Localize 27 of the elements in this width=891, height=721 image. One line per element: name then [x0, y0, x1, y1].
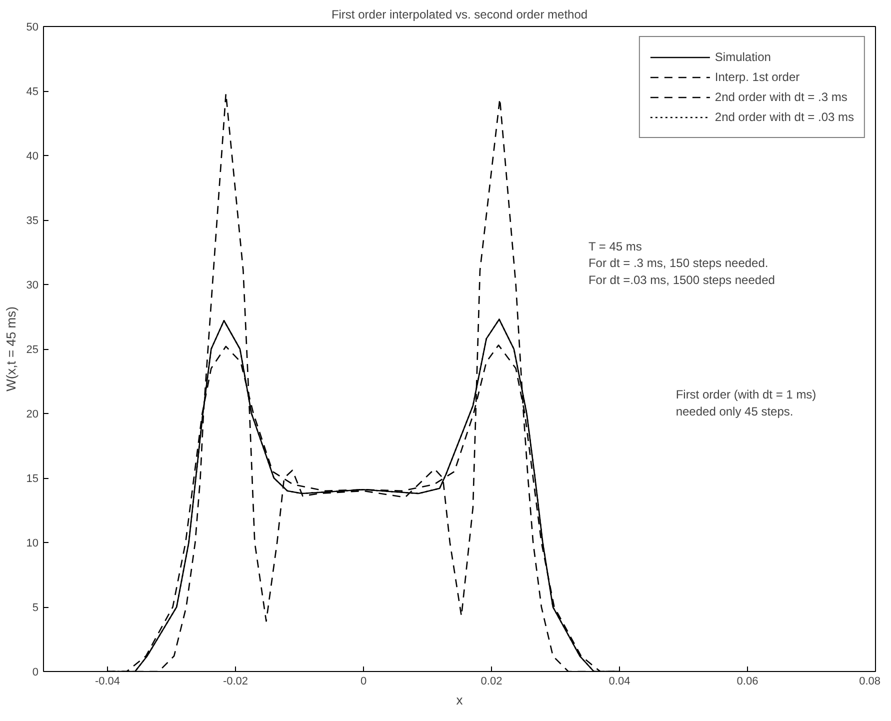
y-tick-label: 40 — [26, 150, 39, 162]
x-tick-label: 0.02 — [480, 676, 502, 688]
x-tick-label: 0 — [360, 676, 367, 688]
x-tick-label: -0.02 — [222, 676, 248, 688]
x-tick-label: -0.04 — [94, 676, 120, 688]
chart-title: First order interpolated vs. second order method — [331, 8, 588, 22]
y-tick-label: 20 — [26, 408, 39, 420]
y-tick-label: 30 — [26, 280, 39, 292]
y-tick-label: 35 — [26, 215, 39, 227]
annotation: First order (with dt = 1 ms) needed only 45 steps. — [676, 388, 816, 418]
y-tick-label: 5 — [32, 602, 39, 614]
x-axis-title: x — [456, 692, 464, 708]
legend-label: Simulation — [714, 50, 771, 64]
annotation: T = 45 ms For dt = .3 ms, 150 steps needed. For dt =.03 ms, 1500 steps needed — [588, 239, 775, 287]
legend-label: 2nd order with dt = .03 ms — [714, 110, 854, 124]
y-tick-label: 25 — [26, 344, 39, 356]
x-tick-label: 0.06 — [736, 676, 758, 688]
legend-label: 2nd order with dt = .3 ms — [714, 90, 848, 104]
y-tick-label: 10 — [26, 538, 39, 550]
x-tick-label: 0.04 — [608, 676, 630, 688]
y-tick-label: 50 — [26, 22, 39, 34]
y-tick-label: 0 — [32, 666, 39, 678]
y-axis-title: W(x,t = 45 ms) — [3, 306, 18, 392]
y-tick-label: 15 — [26, 473, 39, 485]
legend-label: Interp. 1st order — [714, 70, 800, 84]
x-tick-label: 0.08 — [859, 676, 881, 688]
y-tick-label: 45 — [26, 86, 39, 98]
